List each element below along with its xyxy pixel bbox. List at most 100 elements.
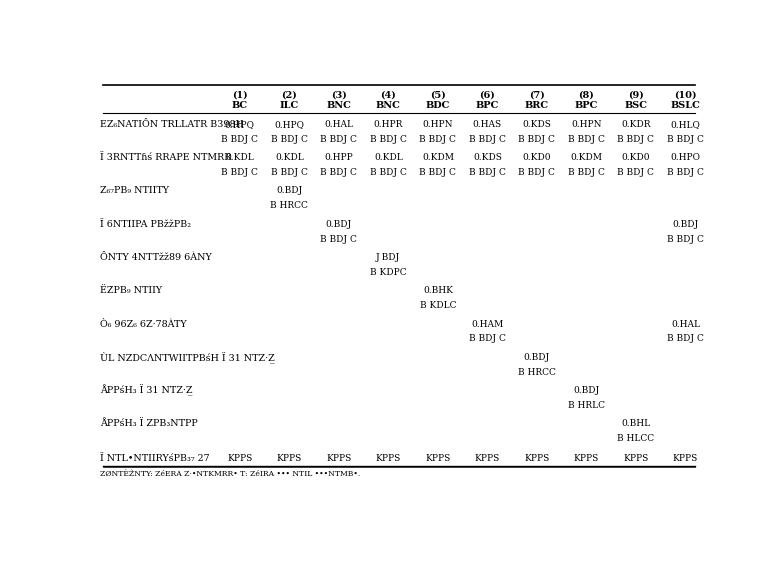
Text: 0.BDJ: 0.BDJ bbox=[277, 186, 302, 195]
Text: BNC: BNC bbox=[376, 101, 401, 110]
Text: 0.BHL: 0.BHL bbox=[622, 419, 650, 428]
Text: B BDJ C: B BDJ C bbox=[271, 168, 308, 177]
Text: KPPS: KPPS bbox=[673, 454, 698, 463]
Text: KPPS: KPPS bbox=[524, 454, 549, 463]
Text: J BDJ: J BDJ bbox=[376, 253, 400, 262]
Text: 0.KDS: 0.KDS bbox=[523, 120, 552, 129]
Text: B HRLC: B HRLC bbox=[568, 401, 605, 410]
Text: B BDJ C: B BDJ C bbox=[320, 168, 358, 177]
Text: (2): (2) bbox=[281, 91, 298, 100]
Text: B BDJ C: B BDJ C bbox=[519, 168, 555, 177]
Text: B BDJ C: B BDJ C bbox=[568, 168, 605, 177]
Text: B BDJ C: B BDJ C bbox=[419, 135, 456, 144]
Text: KPPS: KPPS bbox=[375, 454, 401, 463]
Text: 0.HPQ: 0.HPQ bbox=[274, 120, 305, 129]
Text: KPPS: KPPS bbox=[227, 454, 252, 463]
Text: 0.HLQ: 0.HLQ bbox=[671, 120, 700, 129]
Text: 0.KDR: 0.KDR bbox=[621, 120, 650, 129]
Text: 0.BHK: 0.BHK bbox=[423, 286, 453, 295]
Text: B BDJ C: B BDJ C bbox=[370, 135, 407, 144]
Text: 0.BDJ: 0.BDJ bbox=[672, 220, 699, 229]
Text: 0.HAL: 0.HAL bbox=[324, 120, 354, 129]
Text: (1): (1) bbox=[232, 91, 248, 100]
Text: B BDJ C: B BDJ C bbox=[667, 135, 704, 144]
Text: B BDJ C: B BDJ C bbox=[519, 135, 555, 144]
Text: ÅPPśH₃ Ï 31 NTZ·Z̲: ÅPPśH₃ Ï 31 NTZ·Z̲ bbox=[100, 385, 193, 397]
Text: ILC: ILC bbox=[280, 101, 299, 110]
Text: B BDJ C: B BDJ C bbox=[469, 168, 506, 177]
Text: ÔNTY 4NTTžž89 6ÀNY: ÔNTY 4NTTžž89 6ÀNY bbox=[100, 253, 212, 262]
Text: BSLC: BSLC bbox=[671, 101, 700, 110]
Text: (10): (10) bbox=[674, 91, 696, 100]
Text: 0.KD0: 0.KD0 bbox=[622, 153, 650, 162]
Text: 0.HAS: 0.HAS bbox=[473, 120, 502, 129]
Text: ËŻPB₉ NTIIY: ËŻPB₉ NTIIY bbox=[100, 286, 163, 295]
Text: 0.KDL: 0.KDL bbox=[225, 153, 254, 162]
Text: ZØNTÈZ̀NTY: ZéERA Z·•NTKMRR• T: ZéIRA ••• NTIL •••NTMB•.: ZØNTÈZ̀NTY: ZéERA Z·•NTKMRR• T: ZéIRA ••… bbox=[100, 470, 361, 479]
Text: Ò₆ 96Z₆ 6Z·78ÀTY: Ò₆ 96Z₆ 6Z·78ÀTY bbox=[100, 320, 187, 329]
Text: B KDLC: B KDLC bbox=[420, 301, 456, 310]
Text: 0.BDJ: 0.BDJ bbox=[573, 386, 600, 395]
Text: 0.BDJ: 0.BDJ bbox=[326, 220, 352, 229]
Text: 0.HAL: 0.HAL bbox=[671, 320, 700, 329]
Text: ÙL NZDCɅNTWIITPBśH Ï 31 NTZ·Z̲: ÙL NZDCɅNTWIITPBśH Ï 31 NTZ·Z̲ bbox=[100, 351, 275, 363]
Text: 0.HPQ: 0.HPQ bbox=[225, 120, 255, 129]
Text: B HRCC: B HRCC bbox=[518, 368, 556, 377]
Text: B BDJ C: B BDJ C bbox=[667, 334, 704, 343]
Text: ÅPPśH₃ Ï ZPB₃NTPP: ÅPPśH₃ Ï ZPB₃NTPP bbox=[100, 419, 198, 428]
Text: B BDJ C: B BDJ C bbox=[667, 168, 704, 177]
Text: 0.KDL: 0.KDL bbox=[275, 153, 304, 162]
Text: 0.HPO: 0.HPO bbox=[671, 153, 700, 162]
Text: (5): (5) bbox=[430, 91, 446, 100]
Text: EZ₆NATIÔN TRLLATR B398H: EZ₆NATIÔN TRLLATR B398H bbox=[100, 120, 244, 129]
Text: (6): (6) bbox=[480, 91, 495, 100]
Text: BDC: BDC bbox=[425, 101, 450, 110]
Text: KPPS: KPPS bbox=[574, 454, 599, 463]
Text: 0.BDJ: 0.BDJ bbox=[523, 353, 550, 362]
Text: B BDJ C: B BDJ C bbox=[221, 135, 259, 144]
Text: Ï 3RNTTɦś RRAPE NTMRR: Ï 3RNTTɦś RRAPE NTMRR bbox=[100, 153, 232, 162]
Text: 0.KDL: 0.KDL bbox=[374, 153, 403, 162]
Text: BSC: BSC bbox=[625, 101, 647, 110]
Text: 0.KDM: 0.KDM bbox=[422, 153, 454, 162]
Text: B HRCC: B HRCC bbox=[270, 201, 308, 210]
Text: Z₆₇PB₉ NTIITY: Z₆₇PB₉ NTIITY bbox=[100, 186, 169, 195]
Text: B BDJ C: B BDJ C bbox=[469, 135, 506, 144]
Text: (3): (3) bbox=[331, 91, 347, 100]
Text: BNC: BNC bbox=[326, 101, 351, 110]
Text: B BDJ C: B BDJ C bbox=[271, 135, 308, 144]
Text: 0.HPN: 0.HPN bbox=[571, 120, 601, 129]
Text: B BDJ C: B BDJ C bbox=[370, 168, 407, 177]
Text: BPC: BPC bbox=[575, 101, 598, 110]
Text: KPPS: KPPS bbox=[474, 454, 500, 463]
Text: B BDJ C: B BDJ C bbox=[221, 168, 259, 177]
Text: B BDJ C: B BDJ C bbox=[667, 234, 704, 243]
Text: KPPS: KPPS bbox=[623, 454, 649, 463]
Text: B HLCC: B HLCC bbox=[617, 434, 654, 443]
Text: (4): (4) bbox=[380, 91, 397, 100]
Text: (7): (7) bbox=[529, 91, 545, 100]
Text: (8): (8) bbox=[579, 91, 594, 100]
Text: BC: BC bbox=[232, 101, 248, 110]
Text: B BDJ C: B BDJ C bbox=[320, 135, 358, 144]
Text: B BDJ C: B BDJ C bbox=[618, 168, 654, 177]
Text: 0.HPP: 0.HPP bbox=[325, 153, 353, 162]
Text: B BDJ C: B BDJ C bbox=[469, 334, 506, 343]
Text: KPPS: KPPS bbox=[326, 454, 351, 463]
Text: 0.KD0: 0.KD0 bbox=[523, 153, 551, 162]
Text: BPC: BPC bbox=[476, 101, 499, 110]
Text: KPPS: KPPS bbox=[277, 454, 302, 463]
Text: B BDJ C: B BDJ C bbox=[618, 135, 654, 144]
Text: 0.KDS: 0.KDS bbox=[473, 153, 502, 162]
Text: 0.KDM: 0.KDM bbox=[570, 153, 602, 162]
Text: Ï NTL•NTIIRYśPB₃₇ 27: Ï NTL•NTIIRYśPB₃₇ 27 bbox=[100, 454, 210, 463]
Text: 0.HPR: 0.HPR bbox=[374, 120, 403, 129]
Text: B BDJ C: B BDJ C bbox=[568, 135, 605, 144]
Text: Ï̇ 6NTIIPA PBžžPB₂: Ï̇ 6NTIIPA PBžžPB₂ bbox=[100, 220, 192, 229]
Text: B KDPC: B KDPC bbox=[370, 268, 407, 277]
Text: (9): (9) bbox=[628, 91, 643, 100]
Text: B BDJ C: B BDJ C bbox=[419, 168, 456, 177]
Text: BRC: BRC bbox=[525, 101, 549, 110]
Text: B BDJ C: B BDJ C bbox=[320, 234, 358, 243]
Text: 0.HPN: 0.HPN bbox=[423, 120, 453, 129]
